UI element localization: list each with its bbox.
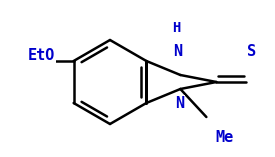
Text: N: N — [174, 44, 183, 60]
Text: H: H — [172, 21, 180, 35]
Text: EtO: EtO — [28, 48, 55, 62]
Text: Me: Me — [215, 130, 233, 146]
Text: S: S — [248, 44, 257, 60]
Text: N: N — [175, 95, 185, 111]
